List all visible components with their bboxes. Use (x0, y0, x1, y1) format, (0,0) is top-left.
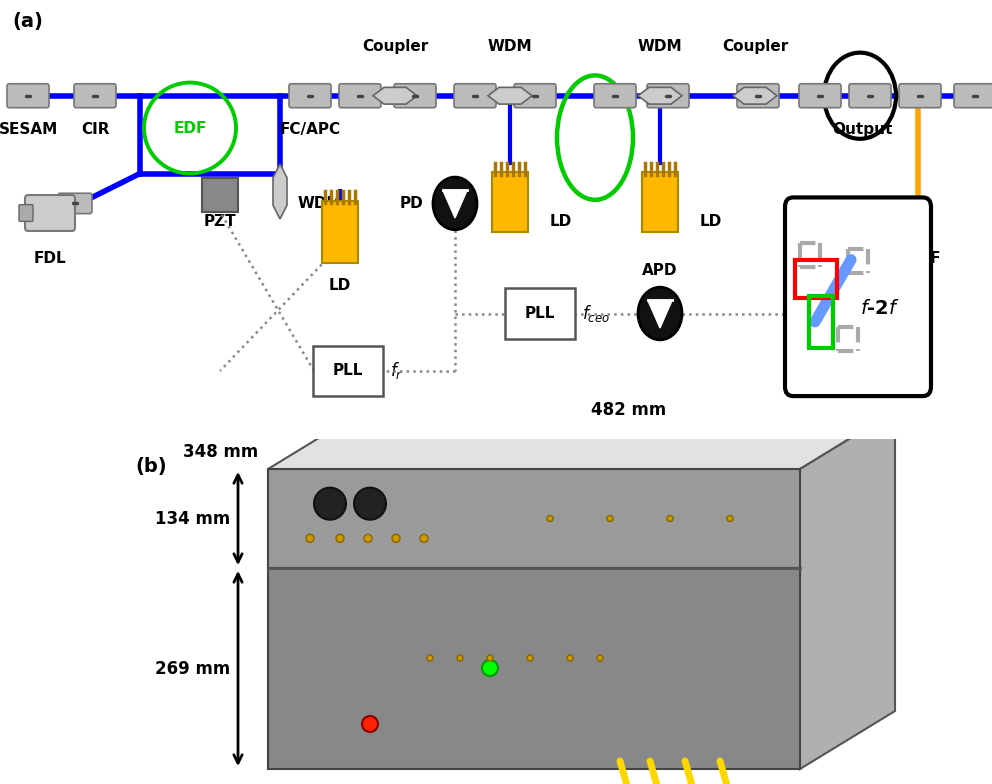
FancyBboxPatch shape (899, 84, 941, 107)
FancyBboxPatch shape (505, 289, 575, 339)
Text: SESAM: SESAM (0, 122, 58, 137)
FancyBboxPatch shape (25, 195, 75, 231)
Circle shape (667, 516, 673, 521)
FancyBboxPatch shape (313, 346, 383, 396)
Text: HNLF: HNLF (895, 252, 940, 267)
Polygon shape (800, 411, 895, 769)
Text: FC/APC: FC/APC (280, 122, 340, 137)
Circle shape (607, 516, 613, 521)
Text: FDL: FDL (34, 252, 66, 267)
Text: 269 mm: 269 mm (155, 659, 230, 677)
Polygon shape (648, 300, 673, 328)
Polygon shape (733, 87, 777, 104)
Circle shape (487, 655, 493, 661)
Text: CIR: CIR (80, 122, 109, 137)
Text: Coupler: Coupler (722, 39, 788, 54)
Polygon shape (488, 87, 532, 104)
Circle shape (482, 660, 498, 676)
Text: 134 mm: 134 mm (155, 510, 230, 528)
Circle shape (457, 655, 463, 661)
Circle shape (597, 655, 603, 661)
Text: $f_{ceo}$: $f_{ceo}$ (582, 303, 610, 324)
FancyBboxPatch shape (514, 84, 556, 107)
Text: (a): (a) (12, 12, 43, 31)
Text: Output: Output (832, 122, 892, 137)
Circle shape (336, 535, 344, 543)
Text: PD: PD (399, 196, 423, 211)
Circle shape (727, 516, 733, 521)
FancyBboxPatch shape (737, 84, 779, 107)
FancyBboxPatch shape (394, 84, 436, 107)
FancyBboxPatch shape (268, 568, 800, 769)
FancyBboxPatch shape (647, 84, 689, 107)
FancyBboxPatch shape (268, 469, 800, 568)
FancyBboxPatch shape (799, 84, 841, 107)
Text: WDM: WDM (488, 39, 533, 54)
Polygon shape (273, 164, 287, 219)
Text: PLL: PLL (332, 364, 363, 379)
Text: 348 mm: 348 mm (183, 443, 258, 461)
Circle shape (306, 535, 314, 543)
Text: PZT: PZT (203, 213, 236, 229)
FancyBboxPatch shape (58, 194, 92, 213)
Polygon shape (268, 411, 895, 469)
Text: $f$-2$f$: $f$-2$f$ (860, 299, 900, 318)
Text: APD: APD (642, 263, 678, 278)
Text: EDF: EDF (174, 121, 206, 136)
FancyBboxPatch shape (322, 201, 358, 263)
Circle shape (392, 535, 400, 543)
FancyBboxPatch shape (289, 84, 331, 107)
FancyBboxPatch shape (454, 84, 496, 107)
Text: $f_r$: $f_r$ (390, 361, 403, 382)
Circle shape (314, 488, 346, 520)
FancyBboxPatch shape (849, 84, 891, 107)
FancyBboxPatch shape (19, 205, 33, 221)
Circle shape (547, 516, 553, 521)
Circle shape (638, 287, 682, 339)
Polygon shape (373, 87, 417, 104)
Text: (b): (b) (135, 457, 167, 476)
Text: LD: LD (329, 278, 351, 292)
Polygon shape (442, 191, 467, 218)
Text: WDM: WDM (298, 196, 342, 211)
Circle shape (427, 655, 433, 661)
FancyBboxPatch shape (642, 172, 678, 232)
FancyBboxPatch shape (954, 84, 992, 107)
Circle shape (362, 716, 378, 732)
Circle shape (433, 177, 477, 230)
Circle shape (527, 655, 533, 661)
Circle shape (364, 535, 372, 543)
Text: LD: LD (550, 214, 572, 229)
Polygon shape (638, 87, 682, 104)
Text: PLL: PLL (525, 306, 556, 321)
Circle shape (354, 488, 386, 520)
FancyBboxPatch shape (594, 84, 636, 107)
FancyBboxPatch shape (785, 198, 931, 396)
Text: Coupler: Coupler (362, 39, 429, 54)
FancyBboxPatch shape (492, 172, 528, 232)
FancyBboxPatch shape (339, 84, 381, 107)
FancyBboxPatch shape (7, 84, 49, 107)
FancyBboxPatch shape (74, 84, 116, 107)
Text: 482 mm: 482 mm (591, 401, 667, 419)
Text: LD: LD (700, 214, 722, 229)
Circle shape (420, 535, 428, 543)
Text: WDM: WDM (638, 39, 682, 54)
Circle shape (567, 655, 573, 661)
FancyBboxPatch shape (202, 178, 238, 212)
